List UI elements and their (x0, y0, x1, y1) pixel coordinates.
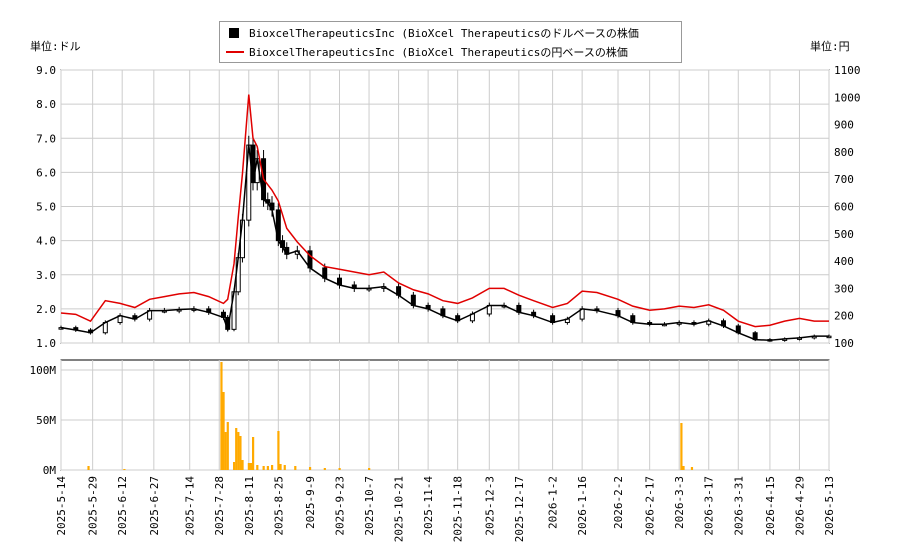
y-left-tick-label: 3.0 (36, 269, 56, 282)
volume-tick-label: 100M (30, 364, 57, 377)
y-left-tick-label: 6.0 (36, 166, 56, 179)
volume-tick-label: 0M (43, 464, 57, 477)
volume-bar (368, 468, 371, 470)
x-tick-label: 2025-8-11 (243, 476, 256, 536)
x-tick-label: 2025-5-29 (87, 476, 100, 536)
y-left-tick-label: 5.0 (36, 201, 56, 214)
x-tick-label: 2026-1-16 (576, 476, 589, 536)
y-left-tick-label: 4.0 (36, 235, 56, 248)
legend-label-jpy: BioxcelTherapeuticsInc (BioXcel Therapeu… (249, 46, 628, 59)
volume-bar (226, 422, 229, 470)
volume-series (87, 362, 694, 470)
y-right-tick-label: 800 (834, 146, 854, 159)
x-tick-label: 2025-10-21 (393, 476, 406, 542)
volume-bar (237, 432, 240, 470)
volume-bar (87, 466, 90, 470)
volume-bar (682, 466, 685, 470)
volume-panel-frame (60, 359, 830, 471)
x-tick-label: 2025-9-9 (304, 476, 317, 529)
x-tick-label: 2025-12-17 (513, 476, 526, 542)
x-tick-label: 2025-10-7 (363, 476, 376, 536)
volume-bar (680, 423, 683, 470)
y-right-tick-label: 600 (834, 201, 854, 214)
volume-bar (283, 465, 286, 470)
volume-bar (249, 463, 253, 470)
y-left-tick-label: 9.0 (36, 64, 56, 77)
y-right-tick-label: 300 (834, 282, 854, 295)
y-right-tick-label: 1000 (834, 91, 861, 104)
legend-swatch-jpy (226, 51, 244, 53)
x-tick-label: 2025-11-4 (422, 476, 435, 536)
legend-item-usd: BioxcelTherapeuticsInc (BioXcel Therapeu… (226, 24, 639, 42)
volume-bar (235, 428, 238, 470)
x-tick-label: 2026-3-17 (703, 476, 716, 536)
y-left-tick-label: 7.0 (36, 132, 56, 145)
x-tick-label: 2026-2-17 (644, 476, 657, 536)
x-tick-label: 2026-4-29 (793, 476, 806, 536)
x-tick-label: 2026-2-2 (612, 476, 625, 529)
y-right-tick-label: 200 (834, 310, 854, 323)
legend-label-usd: BioxcelTherapeuticsInc (BioXcel Therapeu… (249, 27, 639, 40)
x-tick-label: 2025-6-27 (148, 476, 161, 536)
volume-bar (220, 362, 223, 470)
volume-bar (222, 392, 225, 470)
x-tick-label: 2026-3-3 (673, 476, 686, 529)
y-right-tick-label: 400 (834, 255, 854, 268)
volume-bar (233, 462, 236, 470)
x-tick-label: 2025-5-14 (55, 476, 68, 536)
volume-bar (256, 465, 259, 470)
x-tick-label: 2026-1-2 (547, 476, 560, 529)
y-right-tick-label: 500 (834, 228, 854, 241)
volume-bar (123, 469, 126, 470)
volume-bar (252, 437, 255, 470)
x-tick-label: 2026-5-13 (823, 476, 836, 536)
volume-bar (224, 432, 227, 470)
x-tick-label: 2026-4-15 (764, 476, 777, 536)
legend: BioxcelTherapeuticsInc (BioXcel Therapeu… (219, 21, 682, 63)
volume-bar (270, 465, 274, 470)
volume-bar (262, 466, 265, 470)
x-tick-label: 2025-8-25 (272, 476, 285, 536)
legend-item-jpy: BioxcelTherapeuticsInc (BioXcel Therapeu… (226, 43, 628, 61)
y-right-tick-label: 100 (834, 337, 854, 350)
volume-bar (294, 466, 297, 470)
volume-bar (266, 466, 269, 470)
volume-bar (239, 436, 242, 470)
volume-bar (690, 467, 694, 470)
usd-price-line (60, 144, 829, 342)
x-tick-label: 2026-3-31 (732, 476, 745, 536)
x-tick-label: 2025-7-14 (184, 476, 197, 536)
left-unit-label: 単位:ドル (30, 40, 81, 53)
volume-bar (338, 468, 341, 470)
volume-bar (247, 463, 250, 470)
volume-bar (277, 431, 280, 470)
x-tick-label: 2025-7-28 (213, 476, 226, 536)
volume-bar (241, 460, 244, 470)
y-left-tick-label: 1.0 (36, 337, 56, 350)
volume-tick-label: 50M (36, 414, 56, 427)
x-tick-label: 2025-12-3 (483, 476, 496, 536)
volume-bar (323, 468, 326, 470)
y-left-tick-label: 2.0 (36, 303, 56, 316)
volume-bar (279, 464, 282, 470)
volume-bar (308, 467, 312, 470)
y-right-tick-label: 1100 (834, 64, 861, 77)
y-left-tick-label: 8.0 (36, 98, 56, 111)
legend-swatch-usd (229, 28, 239, 38)
x-tick-label: 2025-11-18 (452, 476, 465, 542)
right-unit-label: 単位:円 (810, 40, 850, 53)
y-right-tick-label: 900 (834, 119, 854, 132)
x-tick-label: 2025-6-12 (116, 476, 129, 536)
x-tick-label: 2025-9-23 (334, 476, 347, 536)
jpy-price-line (60, 94, 829, 328)
y-right-tick-label: 700 (834, 173, 854, 186)
